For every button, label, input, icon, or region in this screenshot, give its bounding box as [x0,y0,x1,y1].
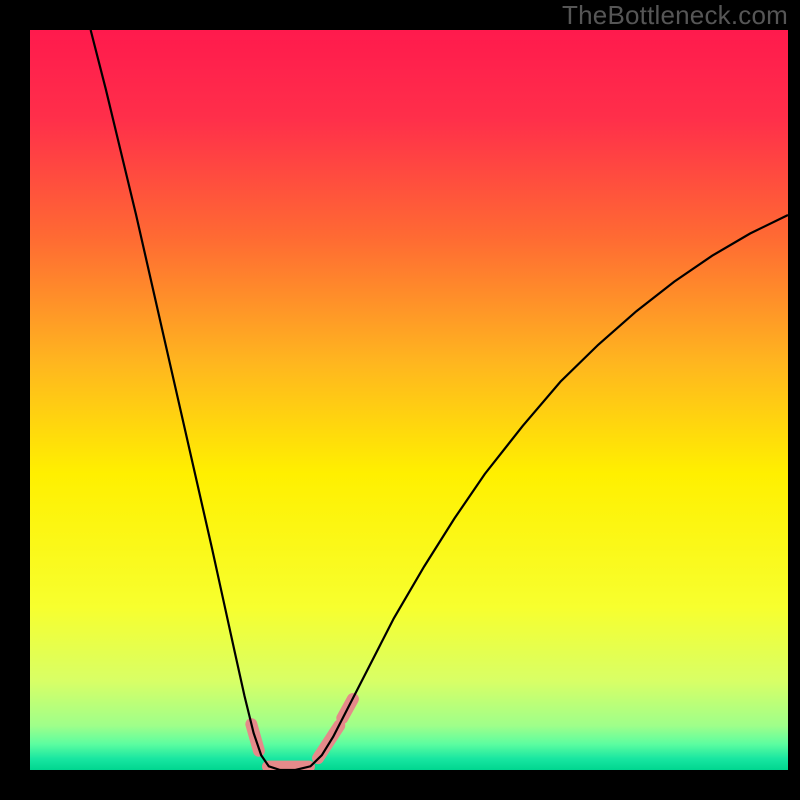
plot-area [30,30,788,770]
plot-svg [30,30,788,770]
gradient-background [30,30,788,770]
watermark-text: TheBottleneck.com [562,0,788,31]
chart-frame: TheBottleneck.com [0,0,800,800]
